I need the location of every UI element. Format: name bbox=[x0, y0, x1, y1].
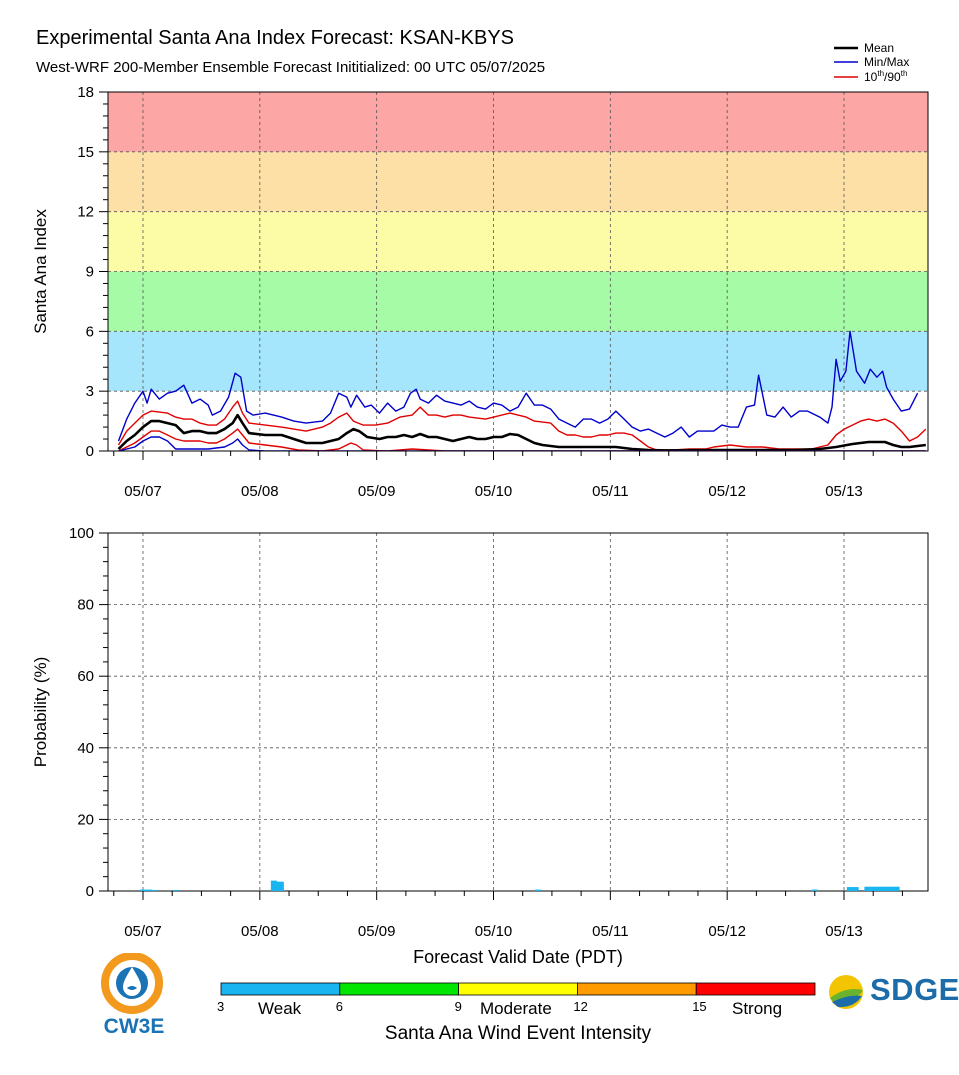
prob-xtick-label-2: 05/09 bbox=[358, 923, 396, 940]
series-line-mean bbox=[117, 413, 926, 451]
chart-title: Experimental Santa Ana Index Forecast: K… bbox=[36, 27, 515, 49]
prob-xtick-label-1: 05/08 bbox=[241, 923, 279, 940]
prob-xtick-label-3: 05/10 bbox=[475, 923, 513, 940]
colorbar-swatch-0 bbox=[220, 982, 341, 996]
probability-bar bbox=[534, 889, 541, 891]
prob-frame bbox=[107, 532, 929, 892]
sdge-sun-icon bbox=[829, 975, 863, 1009]
prob-ytick-label-0: 0 bbox=[86, 883, 94, 900]
probability-bar bbox=[140, 889, 146, 891]
index-xtick-label-2: 05/09 bbox=[358, 483, 396, 500]
probability-bar bbox=[846, 887, 853, 891]
cw3e-emblem-icon bbox=[101, 952, 163, 1014]
colorbar-tick-label-4: 15 bbox=[692, 999, 706, 1014]
probability-bar bbox=[876, 886, 883, 891]
probability-bar bbox=[274, 881, 281, 891]
index-xtick-label-4: 05/11 bbox=[592, 483, 628, 500]
colorbar-swatch-2 bbox=[458, 982, 578, 996]
prob-xtick-label-4: 05/11 bbox=[592, 923, 628, 940]
legend-label-0: Mean bbox=[864, 41, 894, 55]
legend-label-part: th bbox=[877, 69, 884, 78]
chart-subtitle: West-WRF 200-Member Ensemble Forecast In… bbox=[36, 59, 546, 76]
prob-xtick-label-5: 05/12 bbox=[708, 923, 746, 940]
colorbar-tick-label-1: 6 bbox=[336, 999, 343, 1014]
legend-label-1: Min/Max bbox=[864, 55, 909, 69]
colorbar-swatch-4 bbox=[695, 982, 816, 996]
probability-bar bbox=[852, 887, 859, 891]
colorbar-category-label-2: Strong bbox=[732, 999, 782, 1018]
colorbar-title: Santa Ana Wind Event Intensity bbox=[385, 1023, 652, 1044]
index-band-1 bbox=[108, 331, 928, 392]
colorbar-swatch-1 bbox=[339, 982, 459, 996]
index-ytick-label-1: 3 bbox=[86, 383, 94, 400]
index-band-3 bbox=[108, 211, 928, 272]
prob-xtick-label-6: 05/13 bbox=[825, 923, 863, 940]
probability-bar bbox=[881, 886, 888, 891]
index-ytick-label-0: 0 bbox=[86, 443, 94, 460]
index-ytick-label-5: 15 bbox=[77, 144, 94, 161]
index-band-0 bbox=[108, 391, 928, 451]
colorbar-category-label-0: Weak bbox=[258, 999, 302, 1018]
colorbar-category-label-1: Moderate bbox=[480, 999, 552, 1018]
index-xtick-label-5: 05/12 bbox=[708, 483, 746, 500]
index-ylabel: Santa Ana Index bbox=[31, 209, 50, 334]
index-band-2 bbox=[108, 271, 928, 332]
probability-bar bbox=[151, 889, 158, 891]
cw3e-logo-text: CW3E bbox=[103, 1015, 165, 1038]
probability-bar bbox=[270, 880, 277, 891]
prob-ytick-label-2: 40 bbox=[77, 740, 94, 757]
probability-bar bbox=[172, 889, 179, 891]
series-line-max bbox=[117, 330, 919, 442]
sdge-logo-text: SDGE bbox=[870, 972, 959, 1007]
sdge-logo: SDGE bbox=[826, 972, 959, 1012]
prob-xlabel: Forecast Valid Date (PDT) bbox=[413, 947, 623, 967]
colorbar-swatch-3 bbox=[577, 982, 697, 996]
index-frame-top bbox=[107, 91, 929, 452]
prob-ylabel: Probability (%) bbox=[31, 657, 50, 768]
legend-label-part: th bbox=[901, 69, 908, 78]
prob-ytick-label-5: 100 bbox=[69, 525, 94, 542]
legend-label-part: /90 bbox=[884, 70, 901, 84]
probability-bar bbox=[893, 886, 900, 891]
colorbar-tick-label-0: 3 bbox=[217, 999, 224, 1014]
intensity-colorbar: 3 6 9 12 15 Weak Moderate Strong Santa Ana Wind … bbox=[217, 982, 816, 1044]
probability-bar bbox=[277, 881, 284, 891]
index-ytick-label-2: 6 bbox=[86, 323, 94, 340]
index-xtick-label-3: 05/10 bbox=[475, 483, 513, 500]
probability-bar bbox=[145, 889, 152, 891]
colorbar-tick-label-2: 9 bbox=[455, 999, 462, 1014]
index-xtick-label-1: 05/08 bbox=[241, 483, 279, 500]
legend-label-2: 10th/90th bbox=[864, 69, 907, 84]
index-chart: 0 3 6 9 12 15 18 05/07 05/08 05/09 05/10 05/11 05/12… bbox=[31, 84, 929, 500]
probability-bar bbox=[887, 886, 894, 891]
index-ytick-label-3: 9 bbox=[86, 264, 94, 281]
index-band-5 bbox=[108, 92, 928, 152]
index-ytick-label-4: 12 bbox=[77, 204, 94, 221]
prob-ytick-label-1: 20 bbox=[77, 811, 94, 828]
probability-bar bbox=[870, 886, 877, 891]
index-xtick-label-6: 05/13 bbox=[825, 483, 863, 500]
index-ytick-label-6: 18 bbox=[77, 84, 94, 101]
index-band-4 bbox=[108, 151, 928, 212]
prob-xtick-label-0: 05/07 bbox=[124, 923, 162, 940]
series-line-min bbox=[118, 436, 926, 451]
cw3e-logo: CW3E bbox=[96, 952, 168, 1043]
colorbar-tick-label-3: 12 bbox=[573, 999, 587, 1014]
probability-bar bbox=[811, 889, 818, 891]
index-xtick-label-0: 05/07 bbox=[124, 483, 162, 500]
prob-ytick-label-4: 80 bbox=[77, 597, 94, 614]
probability-bar bbox=[864, 886, 871, 891]
prob-ytick-label-3: 60 bbox=[77, 668, 94, 685]
legend-label-part: 10 bbox=[864, 70, 878, 84]
probability-chart: 0 20 40 60 80 100 05/07 05/08 05/09 05/10 05/11 05/… bbox=[31, 525, 929, 967]
